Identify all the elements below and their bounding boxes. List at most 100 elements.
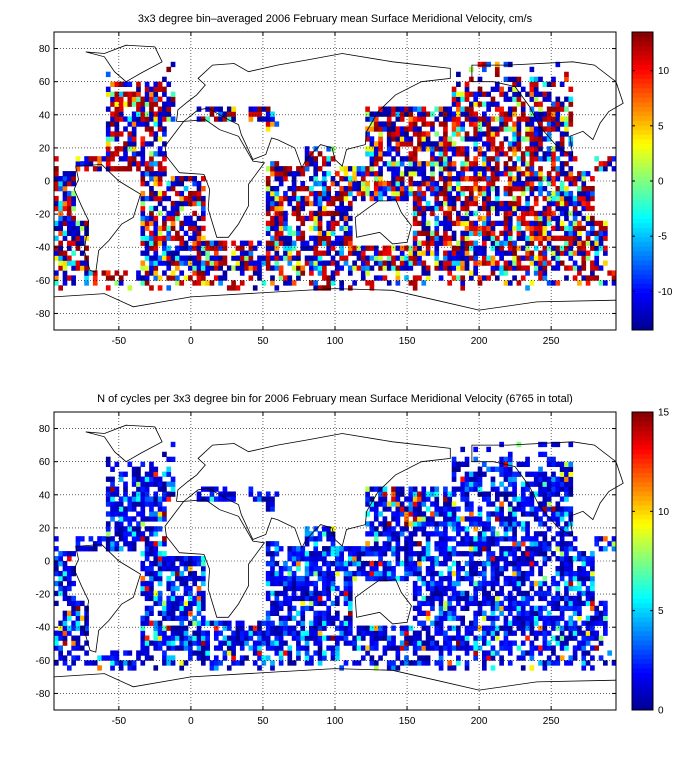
data-cell <box>339 546 344 552</box>
data-cell <box>430 561 435 567</box>
data-cell <box>339 561 344 567</box>
data-cell <box>200 655 206 661</box>
data-cell <box>226 285 232 291</box>
data-cell <box>456 526 461 532</box>
data-cell <box>421 655 427 661</box>
data-cell <box>84 546 89 552</box>
data-cell <box>507 86 513 92</box>
data-cell <box>473 265 479 271</box>
data-cell <box>326 250 332 256</box>
data-cell <box>516 181 522 187</box>
data-cell <box>546 235 552 241</box>
data-cell <box>568 556 574 562</box>
data-cell <box>291 190 297 197</box>
data-cell <box>365 131 370 137</box>
data-cell <box>542 630 548 636</box>
data-cell <box>92 280 98 286</box>
data-cell <box>386 111 392 117</box>
cycles-map-plot: -50 0 50 100 150 200 250806040200-20-40-60-801… <box>36 408 670 728</box>
data-cell <box>252 645 258 651</box>
data-cell <box>162 225 167 232</box>
data-cell <box>153 255 159 261</box>
data-cell <box>248 275 254 281</box>
data-cell <box>542 546 548 552</box>
data-cell <box>559 205 565 212</box>
data-cell <box>443 106 448 112</box>
data-cell <box>339 200 344 207</box>
data-cell <box>572 275 578 281</box>
data-cell <box>166 595 172 602</box>
data-cell <box>71 200 76 207</box>
data-cell <box>555 585 561 592</box>
data-cell <box>559 136 565 142</box>
data-cell <box>443 575 448 582</box>
data-cell <box>520 630 526 636</box>
data-cell <box>603 630 608 636</box>
data-cell <box>447 220 453 227</box>
data-cell <box>408 106 414 112</box>
data-cell <box>456 551 461 557</box>
data-cell <box>430 250 435 256</box>
data-cell <box>460 96 466 102</box>
data-cell <box>386 280 392 286</box>
data-cell <box>149 101 154 107</box>
data-cell <box>434 585 440 592</box>
data-cell <box>490 171 496 177</box>
data-cell <box>149 141 154 147</box>
data-cell <box>322 615 327 621</box>
data-cell <box>188 245 193 251</box>
data-cell <box>365 260 370 266</box>
data-cell <box>538 551 543 557</box>
data-cell <box>54 635 59 641</box>
data-cell <box>456 111 461 117</box>
data-cell <box>157 481 163 487</box>
data-cell <box>114 526 120 532</box>
data-cell <box>373 126 379 132</box>
data-cell <box>520 156 526 162</box>
data-cell <box>546 136 552 142</box>
data-cell <box>464 210 470 217</box>
data-cell <box>136 116 141 122</box>
data-cell <box>62 655 68 661</box>
data-cell <box>200 570 206 577</box>
data-cell <box>417 136 422 142</box>
data-cell <box>283 585 288 592</box>
data-cell <box>516 590 522 597</box>
data-cell <box>123 531 128 537</box>
data-cell <box>568 511 574 517</box>
data-cell <box>443 506 448 512</box>
data-cell <box>481 565 487 572</box>
data-cell <box>456 171 461 177</box>
data-cell <box>581 250 587 256</box>
data-cell <box>278 660 284 666</box>
data-cell <box>222 245 228 251</box>
data-cell <box>512 121 517 127</box>
data-cell <box>265 491 271 497</box>
data-cell <box>430 146 435 152</box>
data-cell <box>421 195 427 202</box>
data-cell <box>382 260 388 266</box>
data-cell <box>347 590 353 597</box>
data-cell <box>525 570 530 577</box>
data-cell <box>200 116 206 122</box>
data-cell <box>166 556 172 562</box>
data-cell <box>322 655 327 661</box>
data-cell <box>373 630 379 636</box>
data-cell <box>188 655 193 661</box>
data-cell <box>477 275 483 281</box>
data-cell <box>434 590 440 597</box>
data-cell <box>469 166 474 172</box>
data-cell <box>507 146 513 152</box>
data-cell <box>477 61 483 68</box>
data-cell <box>494 86 500 92</box>
data-cell <box>84 220 89 227</box>
data-cell <box>369 655 375 661</box>
data-cell <box>507 166 513 172</box>
data-cell <box>391 245 396 251</box>
data-cell <box>149 570 154 577</box>
data-cell <box>322 625 327 631</box>
data-cell <box>399 645 405 651</box>
data-cell <box>430 491 435 497</box>
y-tick-label: -40 <box>36 243 51 254</box>
